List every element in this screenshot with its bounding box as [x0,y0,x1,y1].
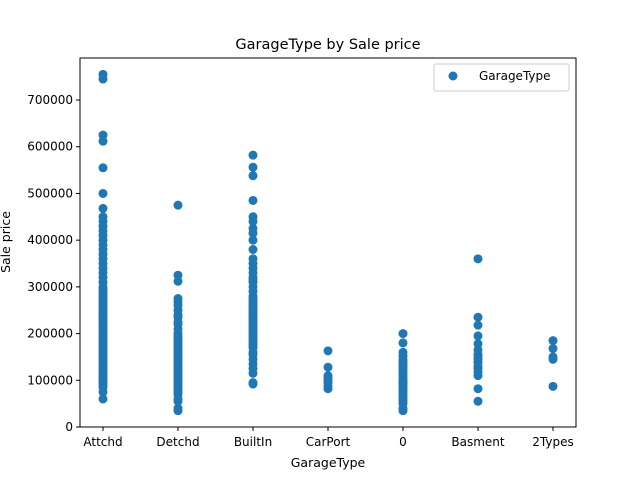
y-tick-label: 300000 [27,280,73,294]
data-point [398,338,408,348]
data-point [248,223,258,233]
data-point [473,320,483,330]
y-tick-label: 500000 [27,186,73,200]
data-point [98,163,108,173]
data-point [548,344,558,354]
x-tick-label: 2Types [532,435,573,449]
x-tick-label: Detchd [156,435,199,449]
data-point [548,381,558,391]
x-tick-label: CarPort [306,435,351,449]
x-tick-label: 0 [399,435,407,449]
data-point [98,212,108,222]
x-tick-label: Attchd [83,435,122,449]
x-axis-label: GarageType [291,455,366,470]
data-point [248,245,258,255]
data-point [548,336,558,346]
data-point [473,384,483,394]
x-tick-label: Basment [451,435,505,449]
data-point [323,346,333,356]
data-point [323,371,333,381]
data-point [548,352,558,362]
data-point [248,171,258,181]
data-point [473,331,483,341]
data-points [98,69,558,416]
data-point [173,270,183,280]
y-tick-label: 700000 [27,93,73,107]
y-tick-label: 400000 [27,233,73,247]
data-point [323,362,333,372]
x-axis: Attchd Detchd BuiltIn CarPort 0 Basment 2Types [83,427,574,449]
legend-label: GarageType [479,69,551,83]
legend-marker [448,71,458,81]
data-point [98,203,108,213]
y-tick-label: 0 [65,420,73,434]
legend: GarageType [433,63,570,92]
data-point [98,69,108,79]
y-tick-label: 600000 [27,140,73,154]
data-point [473,339,483,349]
data-point [173,403,183,413]
legend-frame [433,63,570,92]
data-point [248,162,258,172]
data-point [98,394,108,404]
chart-title: GarageType by Sale price [235,37,420,53]
data-point [248,212,258,222]
data-point [173,294,183,304]
data-point [248,150,258,160]
y-axis-label: Sale price [0,211,13,273]
data-point [98,130,108,140]
data-point [473,254,483,264]
data-point [173,200,183,210]
data-point [473,312,483,322]
data-point [248,235,258,245]
data-point [248,378,258,388]
data-point [473,396,483,406]
y-axis: 0 100000 200000 300000 400000 500000 600000 700… [27,93,80,434]
y-tick-label: 100000 [27,373,73,387]
data-point [398,329,408,339]
data-point [98,188,108,198]
data-point [398,347,408,357]
y-tick-label: 200000 [27,327,73,341]
data-point [248,195,258,205]
x-tick-label: BuiltIn [234,435,272,449]
data-point [248,254,258,264]
